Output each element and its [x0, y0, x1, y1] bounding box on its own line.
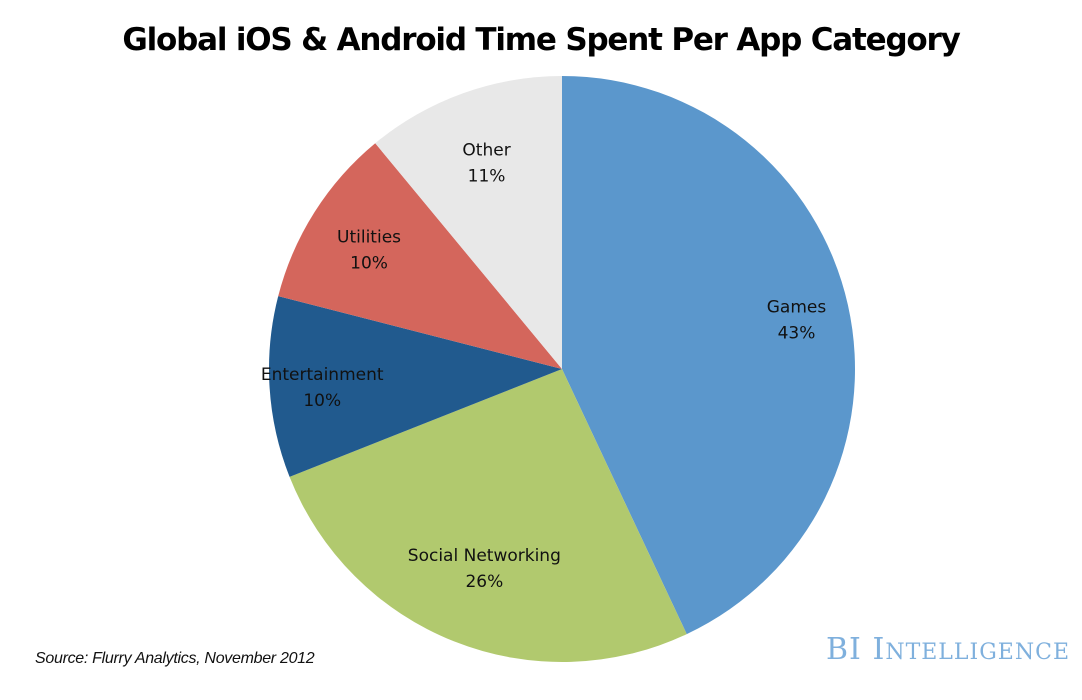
slice-label: Social Networking: [408, 546, 561, 566]
brand-sub: INTELLIGENCE: [872, 632, 1070, 667]
pie-slice-utilities: [278, 143, 562, 369]
slice-value-label: 10%: [350, 254, 388, 274]
pie-slice-entertainment: [269, 296, 562, 477]
slice-value-label: 43%: [778, 324, 816, 344]
slice-label: Utilities: [337, 228, 401, 248]
chart-title: Global iOS & Android Time Spent Per App …: [122, 22, 960, 58]
slice-value-label: 10%: [303, 391, 341, 411]
pie-slices: [269, 76, 855, 662]
slice-value-label: 11%: [468, 166, 506, 186]
slice-label: Entertainment: [261, 365, 384, 385]
pie-slice-games: [562, 76, 855, 635]
pie-labels: Games 43% Social Networking 26% Entertainmen…: [261, 140, 826, 592]
brand-main: BI: [826, 632, 862, 667]
brand-logo: BI INTELLIGENCE: [826, 632, 1070, 667]
slice-value-label: 26%: [465, 572, 503, 592]
slice-label: Games: [767, 298, 827, 318]
source-note: Source: Flurry Analytics, November 2012: [35, 650, 315, 667]
pie-slice-social-networking: [289, 369, 687, 662]
pie-slice-other: [375, 76, 562, 369]
slice-label: Other: [462, 140, 510, 160]
